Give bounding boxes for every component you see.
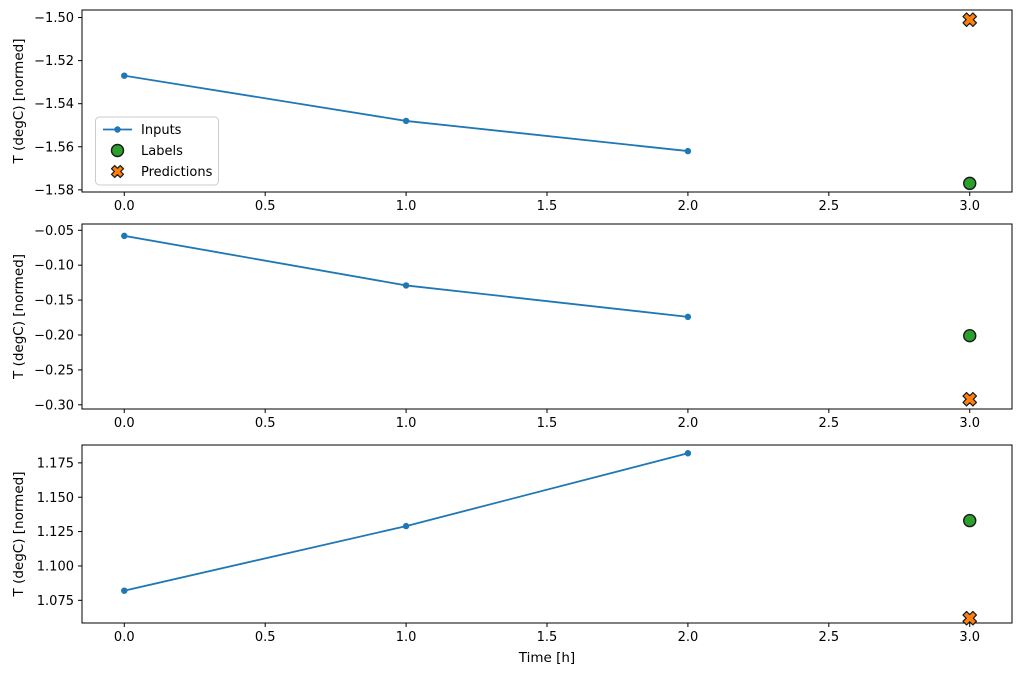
inputs-point-marker xyxy=(402,117,410,125)
x-tick-label: 2.0 xyxy=(678,630,699,645)
inputs-line xyxy=(124,234,689,318)
x-tick-label: 1.5 xyxy=(537,630,558,645)
legend: Inputs Labels Predictions xyxy=(95,116,219,186)
predictions-x-marker xyxy=(962,12,978,28)
x-tick-label: 3.0 xyxy=(959,416,980,431)
y-tick-label: 1.075 xyxy=(37,594,74,609)
x-tick-label: 2.5 xyxy=(818,199,839,214)
labels-circle-marker xyxy=(963,328,977,343)
x-tick-label: 0.5 xyxy=(255,416,276,431)
x-tick-label: 3.0 xyxy=(959,199,980,214)
labels-circle-marker xyxy=(963,176,977,191)
y-tick-label: 1.150 xyxy=(37,491,74,506)
x-tick-label: 0.0 xyxy=(114,416,135,431)
y-tick-label: −1.50 xyxy=(34,11,74,26)
x-tick-label: 0.0 xyxy=(114,199,135,214)
predictions-x-marker xyxy=(962,391,978,407)
inputs-line xyxy=(124,452,689,592)
legend-predictions-x-icon xyxy=(110,164,125,179)
y-axis-label: T (degC) [normed] xyxy=(11,472,27,598)
y-tick-label: −0.15 xyxy=(34,294,74,309)
y-tick-label: −1.56 xyxy=(34,140,74,155)
y-axis-label: T (degC) [normed] xyxy=(11,254,27,380)
x-tick-label: 2.0 xyxy=(678,416,699,431)
y-tick-label: −0.30 xyxy=(34,398,74,413)
inputs-point-marker xyxy=(684,147,692,155)
legend-entry-label: Predictions xyxy=(141,165,213,180)
x-tick-label: 1.5 xyxy=(537,199,558,214)
inputs-point-marker xyxy=(121,232,128,240)
inputs-point-marker xyxy=(684,450,692,457)
x-tick-label: 3.0 xyxy=(959,630,980,645)
axes-frame xyxy=(81,444,1013,624)
inputs-point-marker xyxy=(121,587,128,594)
predictions-x-marker xyxy=(962,610,978,626)
axes-frame xyxy=(81,223,1013,410)
y-tick-label: −0.25 xyxy=(34,363,74,378)
y-tick-label: −1.54 xyxy=(34,97,74,112)
x-tick-label: 1.0 xyxy=(396,199,417,214)
y-tick-label: −0.10 xyxy=(34,259,74,274)
axes-frame xyxy=(81,9,1013,193)
inputs-point-marker xyxy=(684,313,692,321)
x-tick-label: 1.0 xyxy=(396,416,417,431)
legend-entry-label: Inputs xyxy=(141,123,182,138)
y-tick-label: 1.100 xyxy=(37,560,74,575)
x-axis-label: Time [h] xyxy=(518,650,575,666)
legend-entry-label: Labels xyxy=(141,144,183,159)
legend-labels-circle-icon xyxy=(110,143,125,158)
subplot-3: 0.0 0.5 1.0 1.5 2.0 2.5 3.0 1.075 1.100 1.125 1.15… xyxy=(11,444,1013,666)
inputs-point-marker xyxy=(402,282,410,289)
y-tick-label: −0.05 xyxy=(34,224,74,239)
x-tick-label: 2.5 xyxy=(818,416,839,431)
y-tick-label: 1.125 xyxy=(37,525,74,540)
x-tick-label: 0.5 xyxy=(255,199,276,214)
subplot-1: 0.0 0.5 1.0 1.5 2.0 2.5 3.0 −1.50 −1.52 −1.54 −1.5… xyxy=(11,9,1013,214)
y-tick-label: −1.52 xyxy=(34,54,74,69)
x-tick-label: 1.0 xyxy=(396,630,417,645)
y-tick-label: 1.175 xyxy=(37,456,74,471)
legend-inputs-dot-icon xyxy=(114,126,121,133)
x-tick-label: 0.5 xyxy=(255,630,276,645)
legend-frame xyxy=(95,116,219,186)
x-tick-label: 1.5 xyxy=(537,416,558,431)
y-axis-label: T (degC) [normed] xyxy=(11,39,27,165)
x-tick-label: 2.0 xyxy=(678,199,699,214)
x-tick-label: 2.5 xyxy=(818,630,839,645)
inputs-point-marker xyxy=(121,72,128,79)
inputs-point-marker xyxy=(402,522,410,530)
labels-circle-marker xyxy=(963,513,977,528)
x-tick-label: 0.0 xyxy=(114,630,135,645)
y-tick-label: −0.20 xyxy=(34,329,74,344)
subplot-2: 0.0 0.5 1.0 1.5 2.0 2.5 3.0 −0.05 −0.10 −0.15 −0.2… xyxy=(11,223,1013,431)
y-tick-label: −1.58 xyxy=(34,183,74,198)
